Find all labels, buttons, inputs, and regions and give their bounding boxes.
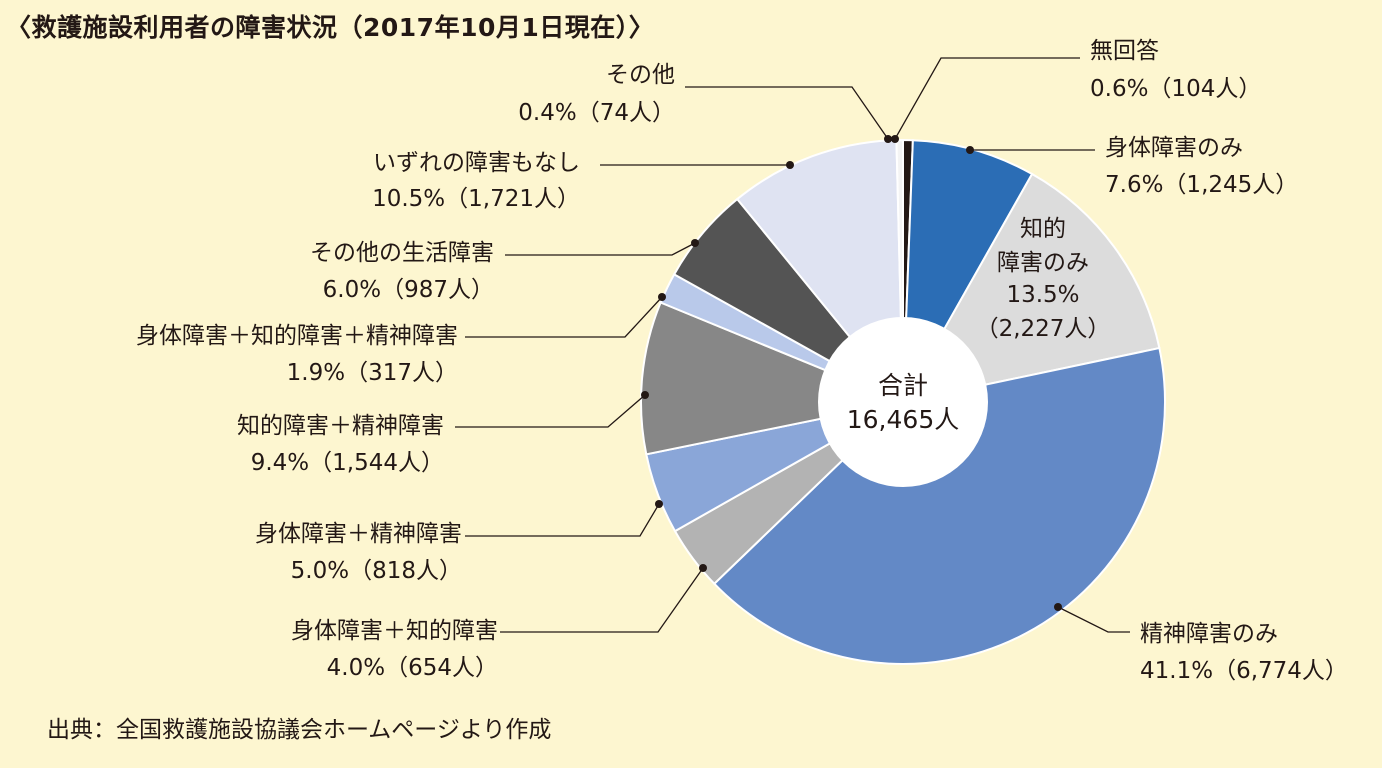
leader-dot-5 <box>655 500 663 508</box>
pie-slice-2 <box>901 172 1161 404</box>
slice-label-value-0: 0.6%（104人） <box>1090 76 1261 102</box>
slice-label-2-line-0: 知的 <box>1020 216 1066 242</box>
leader-line-10 <box>685 86 889 140</box>
slice-label-value-7: 1.9%（317人） <box>287 360 458 386</box>
leader-line-0 <box>894 57 1080 140</box>
leader-dot-7 <box>658 293 666 301</box>
leader-dot-0 <box>891 135 899 143</box>
slice-label-value-5: 5.0%（818人） <box>291 558 462 584</box>
leader-dot-3 <box>1054 603 1062 611</box>
slice-label-name-9: いずれの障害もなし <box>373 150 580 176</box>
slice-label-value-4: 4.0%（654人） <box>327 655 498 681</box>
slice-label-2-line-1: 障害のみ <box>997 250 1089 276</box>
leader-dot-8 <box>691 239 699 247</box>
center-label-0: 合計 <box>878 371 928 400</box>
slice-label-name-1: 身体障害のみ <box>1105 135 1243 161</box>
pie-slice-3 <box>712 346 1167 666</box>
slice-label-name-5: 身体障害＋精神障害 <box>255 521 462 547</box>
leader-line-6 <box>455 394 646 428</box>
pie-slice-6 <box>640 301 907 456</box>
center-label-1: 16,465人 <box>847 405 959 434</box>
slice-label-value-10: 0.4%（74人） <box>518 100 675 126</box>
slice-label-value-1: 7.6%（1,245人） <box>1105 172 1298 198</box>
slice-label-value-9: 10.5%（1,721人） <box>372 186 580 212</box>
slice-label-name-10: その他 <box>606 62 675 88</box>
leader-line-5 <box>465 503 660 537</box>
slice-label-name-4: 身体障害＋知的障害 <box>291 618 498 644</box>
slice-label-name-3: 精神障害のみ <box>1140 621 1278 647</box>
slice-label-name-6: 知的障害＋精神障害 <box>237 413 444 439</box>
leader-line-3 <box>1057 606 1130 633</box>
slice-label-name-0: 無回答 <box>1090 38 1159 64</box>
leader-dot-9 <box>786 161 794 169</box>
leader-line-8 <box>505 242 696 256</box>
leader-line-7 <box>465 296 663 338</box>
slice-label-value-3: 41.1%（6,774人） <box>1140 658 1348 684</box>
donut-hole <box>818 317 988 487</box>
leader-dot-4 <box>699 564 707 572</box>
leader-dot-10 <box>884 135 892 143</box>
leader-line-4 <box>500 567 704 633</box>
chart-title: 〈救護施設利用者の障害状況（2017年10月1日現在）〉 <box>6 13 655 42</box>
slice-label-2-line-2: 13.5% <box>1006 282 1079 308</box>
leader-dot-6 <box>641 391 649 399</box>
slice-label-2-line-3: （2,227人） <box>976 316 1111 342</box>
leader-dot-1 <box>966 146 974 154</box>
slice-label-name-7: 身体障害＋知的障害＋精神障害 <box>136 323 458 349</box>
slice-label-name-8: その他の生活障害 <box>310 240 494 266</box>
source-note: 出典：全国救護施設協議会ホームページより作成 <box>47 717 552 743</box>
slice-label-value-8: 6.0%（987人） <box>323 277 494 303</box>
slice-label-value-6: 9.4%（1,544人） <box>251 450 444 476</box>
